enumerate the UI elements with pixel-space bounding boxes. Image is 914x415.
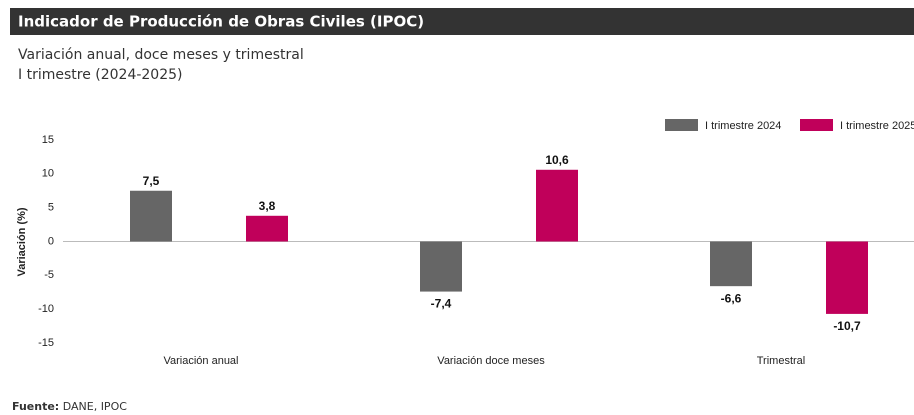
bar: [246, 215, 288, 242]
x-tick-label: Variación doce meses: [437, 355, 545, 367]
legend-label: I trimestre 2024: [705, 120, 781, 132]
data-label: 7,5: [143, 174, 160, 188]
data-label: -10,7: [833, 319, 861, 333]
source-text: DANE, IPOC: [63, 400, 128, 413]
bar: [130, 190, 172, 242]
source-label: Fuente:: [12, 400, 59, 413]
x-tick-label: Trimestral: [757, 355, 805, 367]
y-tick-label: -10: [38, 303, 54, 315]
data-label: -7,4: [431, 297, 452, 311]
bar: [536, 169, 578, 242]
chart-subtitle: Variación anual, doce meses y trimestral: [18, 47, 304, 63]
legend-swatch: [800, 119, 833, 131]
source: Fuente: DANE, IPOC: [12, 400, 127, 413]
bar: [710, 241, 752, 287]
header-bar: [10, 8, 914, 35]
y-tick-label: 5: [48, 202, 54, 214]
y-tick-label: 15: [42, 134, 54, 146]
x-tick-label: Variación anual: [163, 355, 238, 367]
y-axis-label: Variación (%): [16, 207, 28, 276]
chart-subtitle: I trimestre (2024-2025): [18, 67, 183, 83]
y-tick-label: 0: [48, 235, 54, 247]
y-tick-label: -15: [38, 337, 54, 349]
bar: [826, 241, 868, 314]
legend-label: I trimestre 2025: [840, 120, 914, 132]
data-label: -6,6: [721, 291, 742, 305]
data-label: 10,6: [545, 153, 569, 167]
legend-swatch: [665, 119, 698, 131]
chart-title: Indicador de Producción de Obras Civiles…: [18, 13, 424, 31]
data-label: 3,8: [259, 199, 276, 213]
y-tick-label: -5: [44, 269, 54, 281]
y-tick-label: 10: [42, 168, 54, 180]
bar: [420, 241, 462, 292]
